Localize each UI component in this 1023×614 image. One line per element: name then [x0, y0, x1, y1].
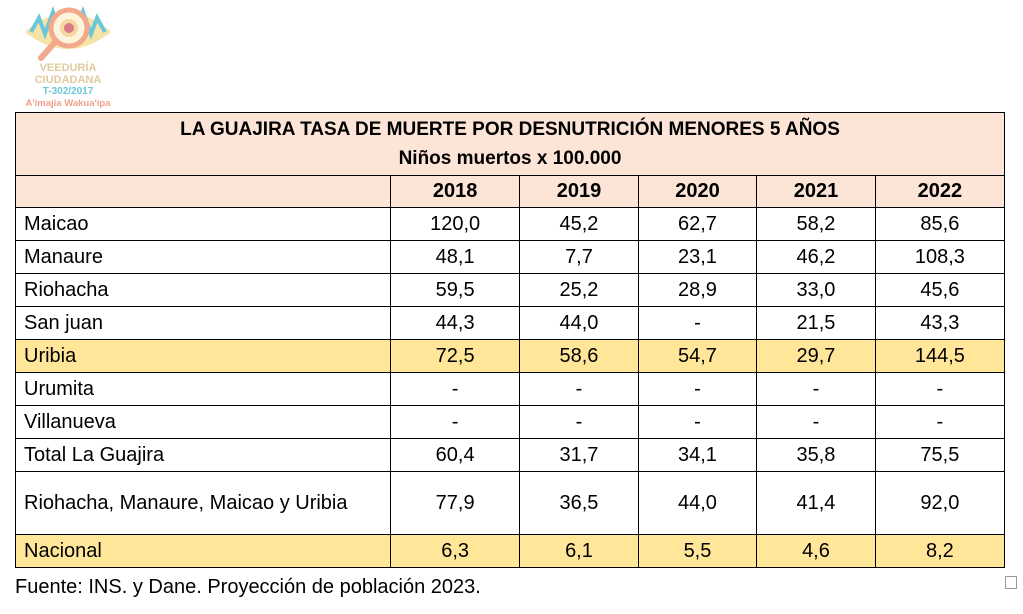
table-row: Manaure 48,1 7,7 23,1 46,2 108,3	[15, 240, 1006, 274]
logo-text-4: A'imajia Wakua'ipa	[25, 98, 111, 109]
value-cell: 92,0	[874, 471, 1006, 535]
value-cell: 108,3	[874, 240, 1006, 274]
value-cell: 35,8	[756, 438, 876, 472]
value-cell: -	[389, 372, 521, 406]
table-row: Maicao 120,0 45,2 62,7 58,2 85,6	[15, 207, 1006, 241]
value-cell: 7,7	[519, 240, 639, 274]
row-label: Manaure	[15, 240, 391, 274]
row-label: Urumita	[15, 372, 391, 406]
value-cell: 25,2	[519, 273, 639, 307]
value-cell: 36,5	[519, 471, 639, 535]
value-cell: 44,3	[389, 306, 521, 340]
value-cell: -	[637, 372, 758, 406]
year-header: 2021	[756, 175, 876, 208]
year-header: 2022	[874, 175, 1006, 208]
table-title-cell: LA GUAJIRA TASA DE MUERTE POR DESNUTRICI…	[15, 112, 1005, 176]
value-cell: -	[389, 405, 521, 439]
year-header-row: 2018 2019 2020 2021 2022	[15, 175, 1006, 208]
value-cell: 44,0	[637, 471, 758, 535]
value-cell: 77,9	[389, 471, 521, 535]
cell-marker	[1005, 576, 1017, 589]
value-cell: -	[519, 372, 639, 406]
table-title: LA GUAJIRA TASA DE MUERTE POR DESNUTRICI…	[180, 119, 840, 140]
logo-text-2: CIUDADANA	[34, 74, 102, 86]
value-cell: 33,0	[756, 273, 876, 307]
value-cell: -	[519, 405, 639, 439]
value-cell: -	[874, 405, 1006, 439]
value-cell: 44,0	[519, 306, 639, 340]
value-cell: 5,5	[637, 534, 758, 568]
table-row: Villanueva - - - - -	[15, 405, 1006, 439]
value-cell: 58,6	[519, 339, 639, 373]
logo-text-1: VEEDURÍA	[39, 62, 97, 74]
value-cell: 28,9	[637, 273, 758, 307]
value-cell: 58,2	[756, 207, 876, 241]
value-cell: 45,6	[874, 273, 1006, 307]
row-label: San juan	[15, 306, 391, 340]
value-cell: 43,3	[874, 306, 1006, 340]
veeduria-logo: VEEDURÍA CIUDADANA T-302/2017 A'imajia W…	[18, 4, 118, 109]
value-cell: 62,7	[637, 207, 758, 241]
table-row: Uribia 72,5 58,6 54,7 29,7 144,5	[15, 339, 1006, 373]
value-cell: 72,5	[389, 339, 521, 373]
row-label: Riohacha	[15, 273, 391, 307]
table-title-row: LA GUAJIRA TASA DE MUERTE POR DESNUTRICI…	[15, 112, 1005, 176]
value-cell: -	[637, 306, 758, 340]
value-cell: 6,1	[519, 534, 639, 568]
value-cell: 8,2	[874, 534, 1006, 568]
table-row: Urumita - - - - -	[15, 372, 1006, 406]
value-cell: 21,5	[756, 306, 876, 340]
year-header: 2019	[519, 175, 639, 208]
value-cell: 41,4	[756, 471, 876, 535]
value-cell: 85,6	[874, 207, 1006, 241]
value-cell: 6,3	[389, 534, 521, 568]
value-cell: 54,7	[637, 339, 758, 373]
row-label: Maicao	[15, 207, 391, 241]
mortality-table: LA GUAJIRA TASA DE MUERTE POR DESNUTRICI…	[15, 112, 1006, 568]
table-row: Total La Guajira 60,4 31,7 34,1 35,8 75,5	[15, 438, 1006, 472]
value-cell: 46,2	[756, 240, 876, 274]
value-cell: 60,4	[389, 438, 521, 472]
value-cell: -	[756, 372, 876, 406]
value-cell: 120,0	[389, 207, 521, 241]
row-label: Uribia	[15, 339, 391, 373]
value-cell: -	[637, 405, 758, 439]
value-cell: 23,1	[637, 240, 758, 274]
value-cell: 34,1	[637, 438, 758, 472]
value-cell: 48,1	[389, 240, 521, 274]
value-cell: 59,5	[389, 273, 521, 307]
year-header: 2018	[389, 175, 521, 208]
value-cell: 31,7	[519, 438, 639, 472]
table-row: San juan 44,3 44,0-21,5 43,3	[15, 306, 1006, 340]
row-label: Riohacha, Manaure, Maicao y Uribia	[15, 471, 391, 535]
value-cell: 75,5	[874, 438, 1006, 472]
year-header: 2020	[637, 175, 758, 208]
eye-magnifier-icon	[25, 5, 111, 61]
value-cell: -	[874, 372, 1006, 406]
row-label: Villanueva	[15, 405, 391, 439]
value-cell: 4,6	[756, 534, 876, 568]
logo-text-3: T-302/2017	[42, 86, 94, 97]
table-row: Riohacha 59,5 25,2 28,9 33,0 45,6	[15, 273, 1006, 307]
header-empty-cell	[15, 175, 391, 208]
source-note: Fuente: INS. y Dane. Proyección de pobla…	[15, 576, 481, 598]
table-subtitle: Niños muertos x 100.000	[398, 148, 622, 169]
value-cell: -	[756, 405, 876, 439]
value-cell: 29,7	[756, 339, 876, 373]
row-label: Total La Guajira	[15, 438, 391, 472]
table-row: Riohacha, Manaure, Maicao y Uribia 77,9 36…	[15, 471, 1006, 535]
value-cell: 45,2	[519, 207, 639, 241]
table-row: Nacional 6,3 6,1 5,5 4,6 8,2	[15, 534, 1006, 568]
value-cell: 144,5	[874, 339, 1006, 373]
row-label: Nacional	[15, 534, 391, 568]
